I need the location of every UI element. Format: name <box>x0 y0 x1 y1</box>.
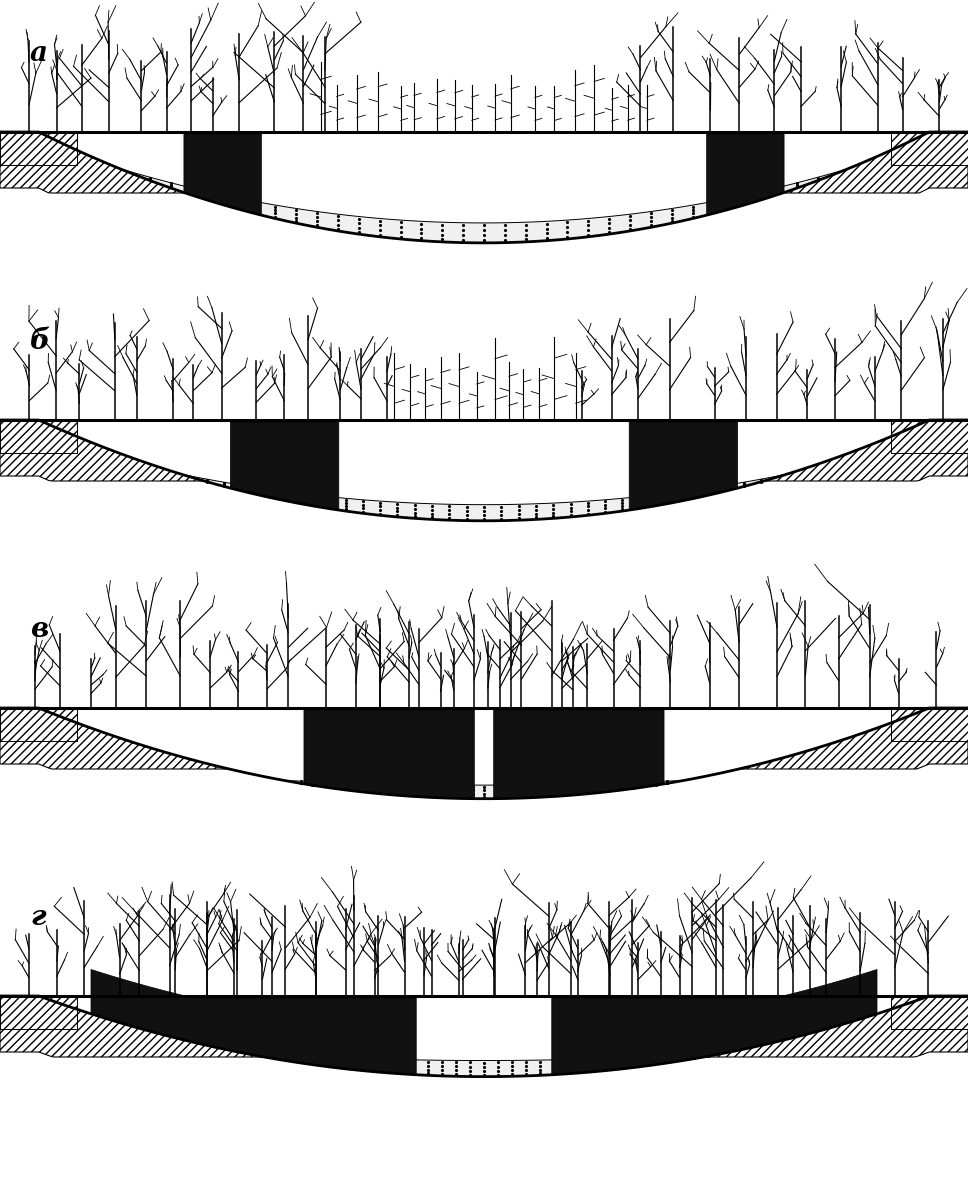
Polygon shape <box>891 132 968 164</box>
Polygon shape <box>304 710 474 799</box>
Polygon shape <box>0 420 968 521</box>
Polygon shape <box>0 420 968 521</box>
Text: б: б <box>30 328 50 355</box>
Polygon shape <box>0 708 77 740</box>
Polygon shape <box>891 420 968 452</box>
Polygon shape <box>0 996 968 1076</box>
Polygon shape <box>0 996 77 1028</box>
Polygon shape <box>494 710 664 799</box>
Polygon shape <box>552 970 877 1075</box>
Polygon shape <box>0 420 77 452</box>
Polygon shape <box>284 780 684 799</box>
Polygon shape <box>629 422 738 510</box>
Text: г: г <box>30 904 45 931</box>
Polygon shape <box>0 132 77 164</box>
Text: в: в <box>30 616 48 643</box>
Polygon shape <box>0 708 968 799</box>
Polygon shape <box>0 996 968 1076</box>
Polygon shape <box>0 132 968 242</box>
Polygon shape <box>91 970 416 1075</box>
Polygon shape <box>119 168 849 242</box>
Polygon shape <box>891 708 968 740</box>
Text: а: а <box>30 40 48 67</box>
Polygon shape <box>0 132 968 242</box>
Polygon shape <box>707 132 784 215</box>
Polygon shape <box>184 132 261 215</box>
Polygon shape <box>230 422 339 510</box>
Polygon shape <box>181 474 787 521</box>
Polygon shape <box>891 996 968 1028</box>
Polygon shape <box>0 708 968 799</box>
Polygon shape <box>239 1052 729 1076</box>
